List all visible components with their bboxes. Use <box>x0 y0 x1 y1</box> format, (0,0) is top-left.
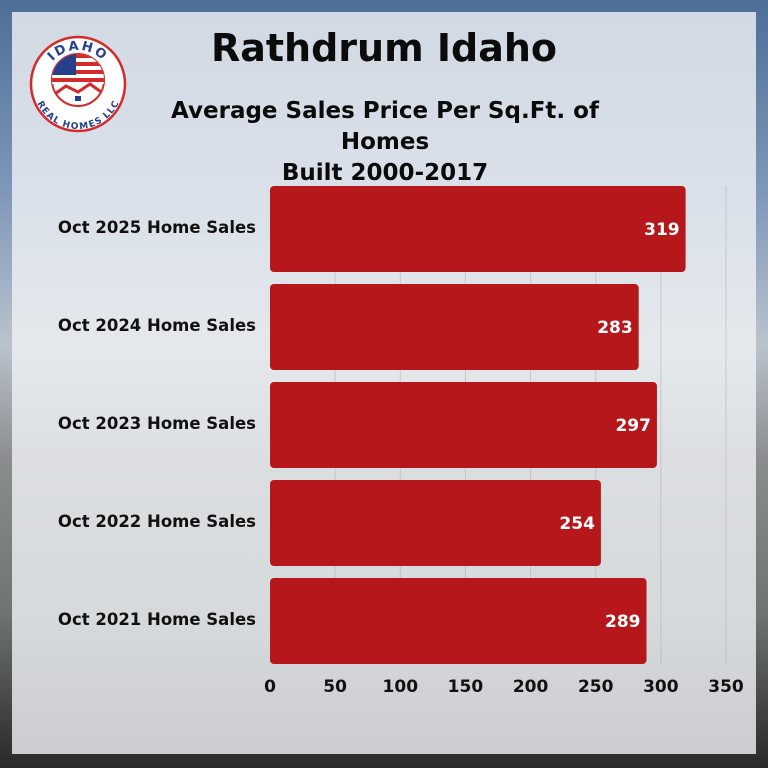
category-label: Oct 2023 Home Sales <box>57 414 256 433</box>
bar <box>270 578 647 664</box>
data-label: 319 <box>644 220 680 240</box>
subtitle-line-1: Average Sales Price Per Sq.Ft. of Homes <box>171 98 599 155</box>
category-label: Oct 2021 Home Sales <box>57 610 256 629</box>
subtitle-line-2: Built 2000-2017 <box>281 160 489 186</box>
x-tick-label: 50 <box>323 677 347 697</box>
bar <box>270 382 657 468</box>
data-label: 289 <box>605 612 641 632</box>
chart-subtitle: Average Sales Price Per Sq.Ft. of Homes … <box>130 96 640 189</box>
x-tick-label: 250 <box>578 677 614 697</box>
x-tick-label: 300 <box>643 677 679 697</box>
category-label: Oct 2025 Home Sales <box>57 218 256 237</box>
x-tick-label: 0 <box>264 677 276 697</box>
bar <box>270 480 601 566</box>
data-label: 283 <box>597 318 633 338</box>
data-label: 254 <box>559 514 595 534</box>
category-label: Oct 2022 Home Sales <box>57 512 256 531</box>
x-tick-label: 200 <box>513 677 549 697</box>
x-tick-label: 100 <box>383 677 419 697</box>
data-label: 297 <box>615 416 651 436</box>
bar <box>270 186 686 272</box>
idaho-real-homes-logo: IDAHO REAL HOMES LLC <box>29 35 127 133</box>
page-title: Rathdrum Idaho <box>210 26 558 70</box>
x-tick-label: 150 <box>448 677 484 697</box>
x-tick-label: 350 <box>708 677 744 697</box>
bar <box>270 284 639 370</box>
category-label: Oct 2024 Home Sales <box>57 316 256 335</box>
